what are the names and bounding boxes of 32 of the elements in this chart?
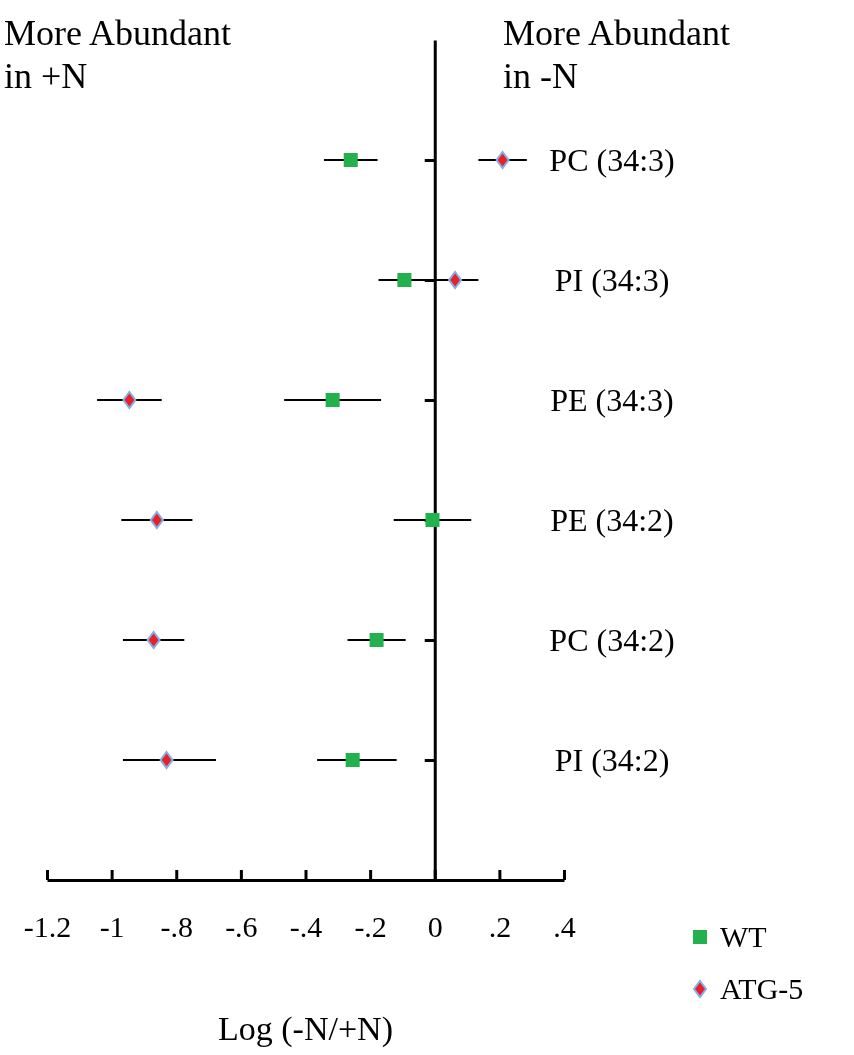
y-tick-label: PC (34:3) (549, 142, 675, 178)
point (425, 513, 440, 527)
point (345, 753, 360, 767)
x-axis-title: Log (-N/+N) (218, 1010, 393, 1048)
x-tick-label: -.4 (289, 910, 323, 944)
x-tick-label: -1 (99, 910, 125, 944)
y-tick-label: PE (34:2) (550, 502, 674, 538)
legend-label: ATG-5 (720, 972, 804, 1005)
x-tick-label: -.8 (160, 910, 193, 944)
x-tick-label: .4 (553, 910, 576, 944)
x-tick-label: -1.2 (23, 910, 72, 944)
point (448, 271, 463, 289)
annotation: More Abundant in -N (503, 13, 730, 96)
x-tick-label: 0 (427, 910, 443, 944)
point (149, 511, 164, 529)
y-tick-label: PI (34:3) (554, 262, 670, 298)
point (343, 153, 358, 167)
point (397, 273, 412, 287)
x-tick-label: -.2 (354, 910, 387, 944)
x-tick-label: -.6 (225, 910, 258, 944)
annotation: More Abundant in +N (4, 13, 231, 96)
point (122, 391, 137, 409)
y-tick-label: PE (34:3) (550, 382, 674, 418)
x-tick-label: .2 (488, 910, 512, 944)
point (369, 633, 384, 647)
point (325, 393, 340, 407)
point (495, 151, 510, 169)
y-tick-label: PI (34:2) (554, 742, 670, 778)
point (159, 751, 174, 769)
point (146, 631, 161, 649)
y-tick-label: PC (34:2) (549, 622, 675, 658)
legend-label: WT (720, 920, 767, 953)
